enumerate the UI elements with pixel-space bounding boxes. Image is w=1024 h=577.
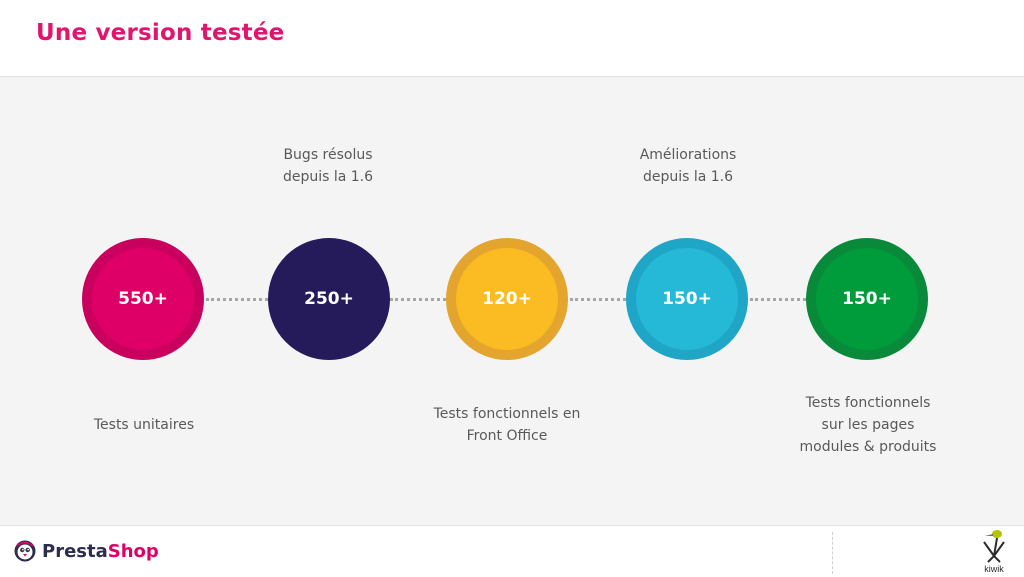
connector-line [750, 298, 806, 301]
connector-line [390, 298, 446, 301]
stat-value: 150+ [662, 289, 712, 309]
stat-circle-unit-tests: 550+ [82, 238, 204, 360]
caption-line: depuis la 1.6 [282, 169, 374, 185]
caption-line: depuis la 1.6 [642, 169, 734, 185]
stat-value: 120+ [482, 289, 532, 309]
prestashop-logo: PrestaShop [14, 540, 159, 562]
kiwik-bird-icon: kiwik [983, 530, 1005, 574]
stat-circle-improvements: 150+ [626, 238, 748, 360]
caption-bugs-fixed: Bugs résolus depuis la 1.6 [228, 144, 428, 188]
caption-front-office-tests: Tests fonctionnels en Front Office [407, 403, 607, 447]
stat-circle-front-office-tests: 120+ [446, 238, 568, 360]
caption-line: Front Office [466, 428, 548, 444]
stat-value: 150+ [842, 289, 892, 309]
caption-line: modules & produits [799, 439, 937, 455]
caption-unit-tests: Tests unitaires [44, 414, 244, 436]
kiwik-wordmark: kiwik [984, 564, 1004, 574]
connector-line [206, 298, 268, 301]
prestashop-wordmark-part1: Presta [42, 540, 108, 562]
stat-value: 250+ [304, 289, 354, 309]
header: Une version testée [0, 0, 1024, 77]
footer-divider [832, 532, 833, 574]
caption-line: Tests fonctionnels en [433, 406, 581, 422]
stat-circle-module-product-tests: 150+ [806, 238, 928, 360]
caption-line: Tests unitaires [93, 417, 195, 433]
stat-circle-bugs-fixed: 250+ [268, 238, 390, 360]
caption-line: Tests fonctionnels [805, 395, 931, 411]
connector-line [570, 298, 626, 301]
caption-line: Améliorations [639, 147, 737, 163]
prestashop-penguin-icon [14, 540, 36, 562]
page-title: Une version testée [36, 20, 285, 46]
prestashop-wordmark-part2: Shop [107, 540, 159, 562]
caption-module-product-tests: Tests fonctionnels sur les pages modules… [768, 392, 968, 458]
caption-improvements: Améliorations depuis la 1.6 [588, 144, 788, 188]
caption-line: Bugs résolus [283, 147, 373, 163]
footer [0, 525, 1024, 577]
stat-value: 550+ [118, 289, 168, 309]
prestashop-wordmark: PrestaShop [42, 541, 159, 562]
caption-line: sur les pages [821, 417, 915, 433]
